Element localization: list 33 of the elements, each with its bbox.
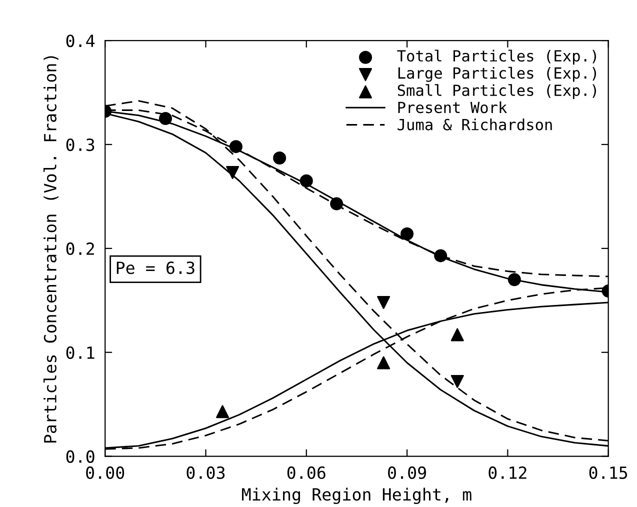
legend-label: Large Particles (Exp.) bbox=[398, 66, 596, 82]
y-tick-label: 0.3 bbox=[66, 138, 94, 152]
y-tick-label: 0.2 bbox=[66, 242, 94, 256]
point bbox=[434, 249, 448, 262]
point bbox=[377, 356, 390, 370]
point bbox=[216, 405, 230, 418]
point bbox=[508, 273, 521, 286]
x-axis-title: Mixing Region Height, m bbox=[242, 488, 472, 504]
legend-label: Small Particles (Exp.) bbox=[398, 84, 596, 100]
y-tick-label: 0.1 bbox=[66, 346, 94, 359]
x-tick-label: 0.06 bbox=[287, 466, 326, 480]
point bbox=[229, 140, 242, 154]
x-tick-label: 0.12 bbox=[488, 466, 526, 480]
x-tick-label: 0.09 bbox=[388, 466, 426, 480]
y-tick-label: 0.0 bbox=[66, 450, 94, 463]
legend-label: Present Work bbox=[398, 101, 507, 114]
point bbox=[273, 152, 286, 165]
x-tick-label: 0.00 bbox=[86, 466, 124, 480]
y-tick-label: 0.4 bbox=[66, 34, 95, 48]
point bbox=[300, 174, 313, 188]
point bbox=[330, 197, 344, 210]
point bbox=[158, 112, 172, 126]
point bbox=[450, 328, 464, 342]
point bbox=[226, 166, 240, 180]
legend-label: Total Particles (Exp.) bbox=[397, 50, 596, 65]
point bbox=[450, 374, 464, 388]
x-tick-label: 0.03 bbox=[186, 466, 225, 480]
annotation: Pe = 6.3 bbox=[116, 261, 194, 274]
legend-label: Juma & Richardson bbox=[398, 118, 552, 130]
point bbox=[377, 296, 390, 309]
point bbox=[400, 227, 414, 240]
y-axis-title: Particles Concentration (Vol. Fraction) bbox=[44, 56, 58, 442]
x-tick-label: 0.15 bbox=[589, 466, 628, 480]
